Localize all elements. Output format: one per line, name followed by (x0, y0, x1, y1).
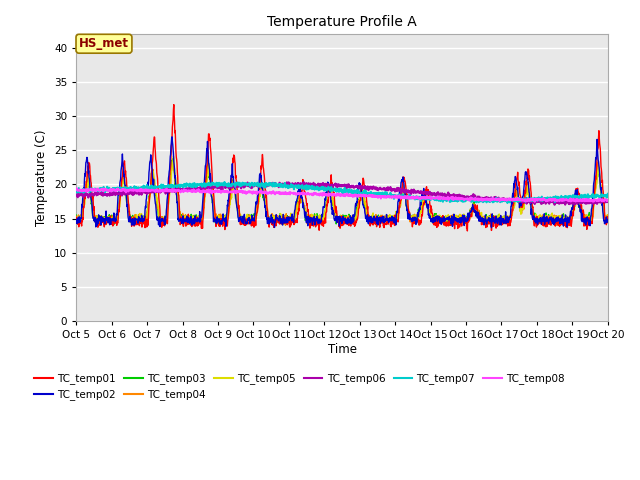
Y-axis label: Temperature (C): Temperature (C) (35, 130, 49, 226)
X-axis label: Time: Time (328, 343, 356, 356)
Legend: TC_temp01, TC_temp02, TC_temp03, TC_temp04, TC_temp05, TC_temp06, TC_temp07, TC_: TC_temp01, TC_temp02, TC_temp03, TC_temp… (30, 369, 569, 405)
Text: HS_met: HS_met (79, 37, 129, 50)
Title: Temperature Profile A: Temperature Profile A (267, 15, 417, 29)
